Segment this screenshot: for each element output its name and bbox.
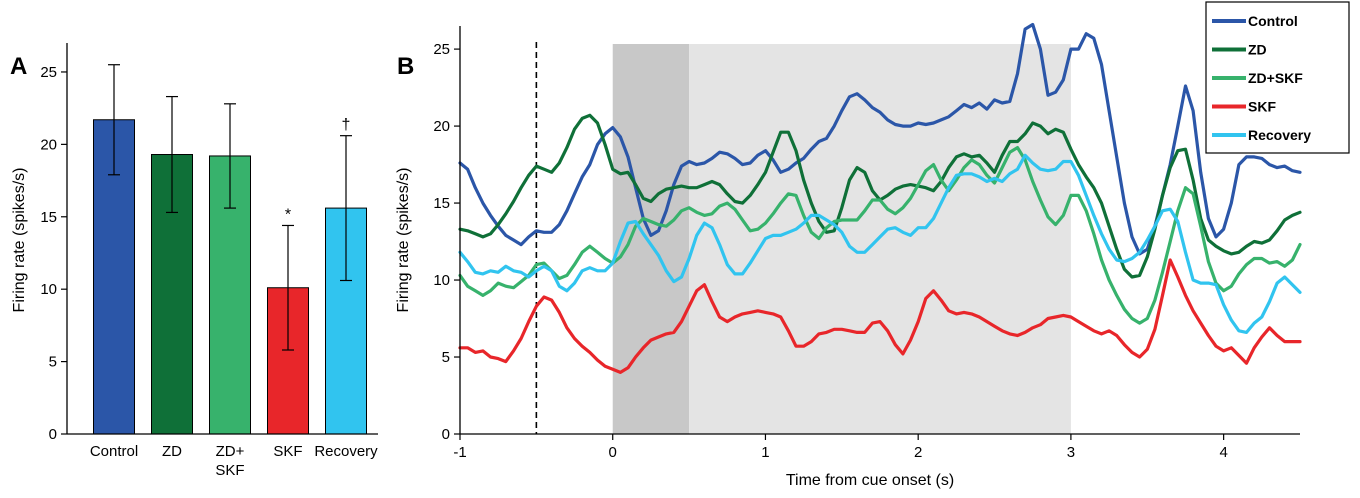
panel-b-series-lines (458, 22, 1302, 374)
y-tick-label: 5 (442, 349, 450, 366)
panel-b-letter: B (397, 53, 414, 80)
significance-mark: † (342, 117, 351, 134)
x-tick-label: 0 (609, 444, 617, 461)
y-tick-label: 0 (49, 426, 57, 443)
panel-b-legend: Control ZD ZD+SKF SKF Recovery (1205, 1, 1350, 154)
category-label: SKF (273, 443, 302, 460)
y-tick-label: 20 (40, 136, 57, 153)
x-tick-label: 2 (914, 444, 922, 461)
panel-a-category-labels: Control ZD ZD+ SKF SKF Recovery (90, 443, 378, 479)
x-tick-label: 3 (1067, 444, 1075, 461)
category-label: Control (90, 443, 138, 460)
category-label: Recovery (314, 443, 378, 460)
y-tick-label: 0 (442, 426, 450, 443)
category-label: ZD (162, 443, 182, 460)
legend-label: Recovery (1248, 127, 1311, 143)
category-label: SKF (215, 462, 244, 479)
category-label: ZD+ (216, 443, 245, 460)
y-tick-label: 10 (40, 281, 57, 298)
series-line-recovery (458, 153, 1302, 334)
panel-a-y-ticks: 0 5 10 15 20 25 (40, 64, 67, 443)
panel-b-y-axis-title: Firing rate (spikes/s) (395, 168, 412, 313)
panel-a-error-bars (108, 64, 352, 351)
legend-label: ZD+SKF (1248, 70, 1303, 86)
legend-items: Control ZD ZD+SKF SKF Recovery (1212, 13, 1311, 143)
x-tick-label: 1 (761, 444, 769, 461)
shaded-region-dark (612, 44, 690, 434)
y-tick-label: 10 (433, 272, 450, 289)
y-tick-label: 15 (40, 209, 57, 226)
y-tick-label: 25 (40, 64, 57, 81)
panel-a-letter: A (10, 53, 27, 80)
panel-b-x-axis-title: Time from cue onset (s) (786, 472, 954, 489)
panel-a-y-axis-title: Firing rate (spikes/s) (11, 168, 28, 313)
legend-label: ZD (1248, 42, 1267, 58)
x-tick-label: -1 (453, 444, 466, 461)
y-tick-label: 25 (433, 41, 450, 58)
y-tick-label: 5 (49, 354, 57, 371)
x-tick-label: 4 (1219, 444, 1227, 461)
significance-mark: * (285, 206, 291, 223)
legend-label: Control (1248, 13, 1298, 29)
panel-a-significance-marks: *† (285, 117, 351, 224)
legend-label: SKF (1248, 99, 1276, 115)
series-line-skf (458, 258, 1302, 374)
series-line-zd-skf (458, 146, 1302, 325)
y-tick-label: 15 (433, 195, 450, 212)
y-tick-label: 20 (433, 118, 450, 135)
